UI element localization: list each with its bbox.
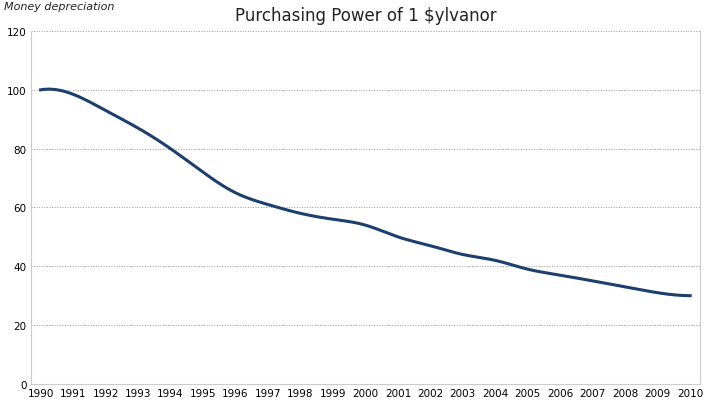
- Title: Purchasing Power of 1 $ylvanor: Purchasing Power of 1 $ylvanor: [234, 7, 496, 25]
- Text: Money depreciation: Money depreciation: [4, 2, 114, 12]
